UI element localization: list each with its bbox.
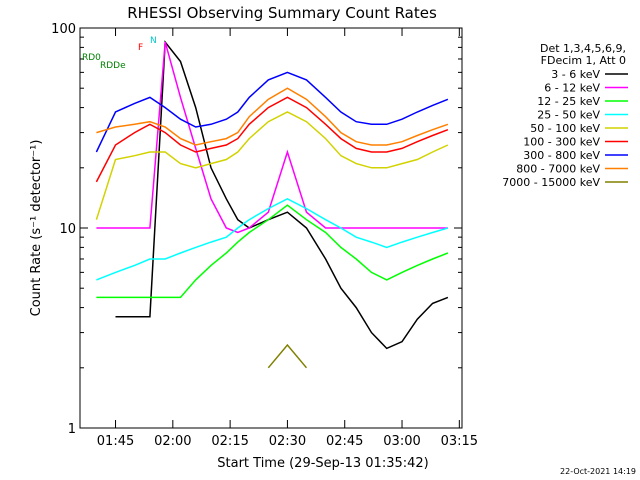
x-tick-label: 02:15 <box>211 434 248 449</box>
x-tick-label: 03:00 <box>383 434 420 449</box>
chart-title: RHESSI Observing Summary Count Rates <box>127 4 437 22</box>
x-tick-label: 02:00 <box>154 434 191 449</box>
annotation-label: RD0 <box>82 53 101 63</box>
x-tick-label: 03:15 <box>441 434 478 449</box>
timestamp: 22-Oct-2021 14:19 <box>560 467 636 476</box>
x-tick-label: 02:45 <box>326 434 363 449</box>
legend-entry: 3 - 6 keV <box>551 68 600 81</box>
y-tick-label: 1 <box>68 422 76 437</box>
legend-entry: 100 - 300 keV <box>523 136 600 149</box>
legend-entry: 7000 - 15000 keV <box>502 176 600 189</box>
annotation-label: F <box>138 43 143 53</box>
y-tick-label: 10 <box>59 222 76 237</box>
legend-entry: 25 - 50 keV <box>537 109 600 122</box>
series-line <box>96 204 449 299</box>
series-line <box>96 197 449 281</box>
series-line <box>95 96 449 183</box>
series-line <box>96 41 448 234</box>
legend-header: FDecim 1, Att 0 <box>541 54 626 67</box>
annotation-label: RDDe <box>100 61 126 71</box>
y-tick-label: 100 <box>51 22 76 37</box>
plot-frame <box>79 27 463 429</box>
legend-entry: 50 - 100 keV <box>530 122 600 135</box>
y-axis: 1 10 100 <box>51 22 462 437</box>
annotation-label: N <box>150 36 157 46</box>
series-line <box>96 87 449 146</box>
x-tick-label: 01:45 <box>97 434 134 449</box>
legend-entry: 800 - 7000 keV <box>516 163 600 176</box>
series-line <box>95 111 449 220</box>
legend-entry: 300 - 800 keV <box>523 149 600 162</box>
x-tick-label: 02:30 <box>269 434 306 449</box>
legend-entry: 12 - 25 keV <box>537 95 600 108</box>
legend-header: Det 1,3,4,5,6,9, <box>540 42 626 55</box>
y-axis-label: Count Rate (s⁻¹ detector⁻¹) <box>29 140 44 317</box>
series-line <box>115 40 449 350</box>
legend: Det 1,3,4,5,6,9,FDecim 1, Att 03 - 6 keV… <box>502 42 628 189</box>
legend-entry: 6 - 12 keV <box>544 82 600 95</box>
x-axis-label: Start Time (29-Sep-13 01:35:42) <box>217 456 428 471</box>
x-axis: 01:45 02:00 02:15 02:30 02:45 03:00 03:15 <box>97 28 478 449</box>
series-line <box>95 71 449 153</box>
series-line <box>267 343 308 369</box>
